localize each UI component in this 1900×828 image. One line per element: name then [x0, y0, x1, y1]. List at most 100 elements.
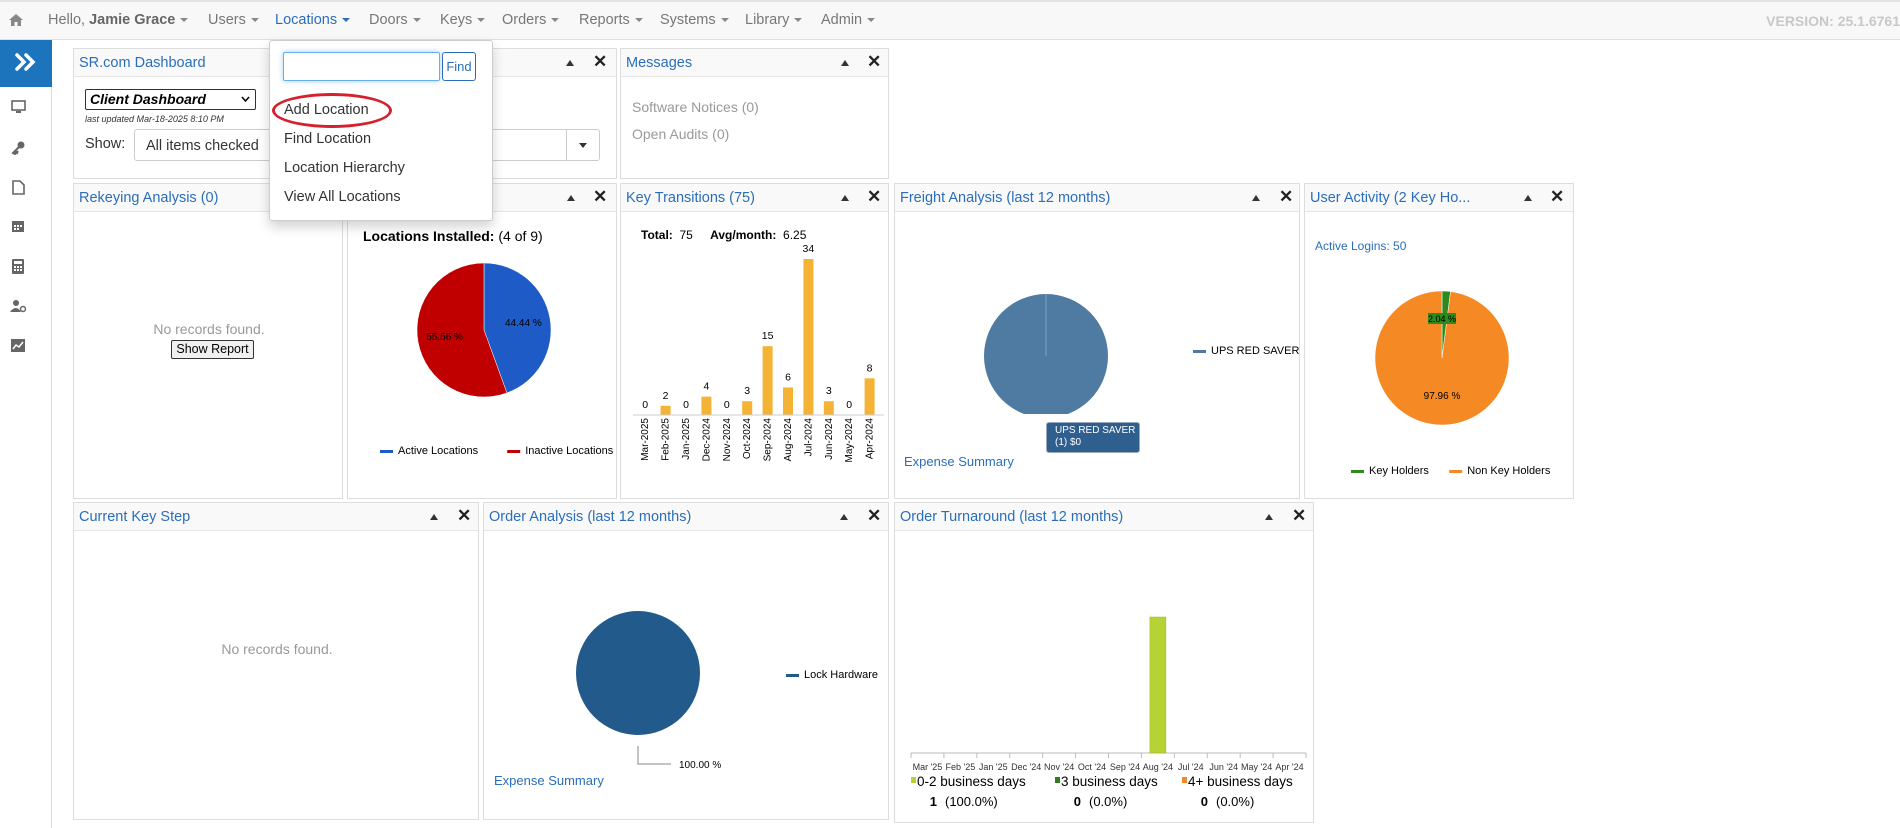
collapse-icon[interactable] — [566, 60, 574, 66]
software-notices-link[interactable]: Software Notices (0) — [632, 99, 759, 115]
x-tick-label: Mar-2025 — [640, 418, 651, 461]
x-tick-label: Feb '25 — [946, 762, 976, 772]
locations-dropdown-menu: Find Add Location Find Location Location… — [269, 40, 493, 221]
location-search-input[interactable] — [283, 52, 440, 81]
bar — [701, 396, 712, 415]
order-analysis-pie-chart: 100.00 % Lock Hardware — [576, 611, 878, 771]
hello-label: Hello, — [48, 12, 86, 28]
key-icon[interactable] — [10, 139, 26, 155]
nav-systems[interactable]: Systems — [660, 12, 729, 28]
bar — [783, 387, 793, 415]
x-tick-label: May '24 — [1241, 762, 1272, 772]
locations-pie-chart: 44.44 % 55.56 % Active Locations Inactive L… — [380, 262, 614, 457]
bar-value-label: 4 — [703, 381, 709, 393]
panel-header: Messages ✕ — [621, 49, 888, 77]
legend-pct: (100.0%) — [945, 794, 998, 809]
x-tick-label: Dec '24 — [1011, 762, 1041, 772]
collapse-icon[interactable] — [567, 195, 575, 201]
collapse-icon[interactable] — [840, 514, 848, 520]
collapse-icon[interactable] — [1524, 195, 1532, 201]
legend-swatch — [786, 674, 799, 677]
active-logins[interactable]: Active Logins: 50 — [1315, 239, 1407, 253]
nav-users[interactable]: Users — [208, 12, 259, 28]
panel-title: Key Transitions (75) — [626, 189, 755, 206]
x-tick-label: Sep '24 — [1110, 762, 1140, 772]
nav-locations[interactable]: Locations — [275, 12, 351, 28]
panel-title: Current Key Step — [79, 508, 191, 525]
document-icon[interactable] — [10, 179, 26, 195]
panel-header: Order Analysis (last 12 months) ✕ — [484, 503, 888, 531]
tooltip-line-1: UPS RED SAVER — [1055, 425, 1136, 436]
nav-doors[interactable]: Doors — [369, 12, 421, 28]
user-activity-pie-chart: 2.04 % 97.96 % Key Holders Non Key Holders — [1351, 290, 1551, 477]
report-chart-icon[interactable] — [10, 337, 26, 353]
nav-keys[interactable]: Keys — [440, 12, 486, 28]
close-icon[interactable]: ✕ — [593, 187, 608, 206]
nav-admin-label: Admin — [821, 12, 863, 28]
collapse-icon[interactable] — [430, 514, 438, 520]
show-report-button[interactable]: Show Report — [171, 340, 254, 359]
nav-admin[interactable]: Admin — [821, 12, 876, 28]
open-audits-link[interactable]: Open Audits (0) — [632, 126, 730, 142]
key-transitions-bar-chart: 0 Mar-2025 2 Feb-2025 0 Jan-2025 4 Dec-2024 0 Nov… — [633, 243, 884, 462]
panel-header: User Activity (2 Key Ho... ✕ — [1305, 184, 1573, 212]
close-icon[interactable]: ✕ — [1292, 506, 1307, 525]
calculator-icon[interactable] — [10, 258, 26, 274]
home-icon[interactable] — [8, 13, 24, 27]
order-turnaround-panel: Order Turnaround (last 12 months) ✕ Mar … — [894, 502, 1314, 823]
panel-header: Key Transitions (75) ✕ — [621, 184, 888, 212]
legend-swatch — [1055, 777, 1060, 783]
dashboard-select[interactable]: Client Dashboard — [85, 89, 256, 110]
user-menu[interactable]: Hello, Jamie Grace — [48, 12, 189, 28]
pie-slice — [576, 611, 700, 735]
legend-count: 0 — [1074, 794, 1081, 809]
collapse-icon[interactable] — [841, 60, 849, 66]
close-icon[interactable]: ✕ — [593, 52, 608, 71]
close-icon[interactable]: ✕ — [1279, 187, 1294, 206]
nav-users-label: Users — [208, 12, 246, 28]
dashboard-select-value: Client Dashboard — [90, 91, 206, 107]
panel-title: Order Turnaround (last 12 months) — [900, 508, 1124, 525]
user-name: Jamie Grace — [89, 12, 176, 28]
bar — [742, 401, 753, 415]
calendar-icon[interactable] — [10, 218, 26, 234]
menu-item-find-location[interactable]: Find Location — [284, 131, 372, 147]
panel-header: Order Turnaround (last 12 months) ✕ — [895, 503, 1313, 531]
x-tick-label: Nov '24 — [1044, 762, 1074, 772]
find-button[interactable]: Find — [442, 52, 476, 81]
sidebar-toggle[interactable] — [0, 40, 52, 87]
collapse-icon[interactable] — [1265, 514, 1273, 520]
tooltip-line-2: (1) $0 — [1055, 437, 1082, 448]
panel-title: User Activity (2 Key Ho... — [1310, 189, 1471, 206]
nav-orders-label: Orders — [502, 12, 547, 28]
empty-message: No records found. — [153, 321, 265, 337]
legend-label: UPS RED SAVER — [1211, 345, 1299, 357]
menu-item-location-hierarchy[interactable]: Location Hierarchy — [284, 160, 405, 176]
close-icon[interactable]: ✕ — [867, 506, 882, 525]
legend-swatch — [1193, 350, 1206, 353]
close-icon[interactable]: ✕ — [457, 506, 472, 525]
nav-reports[interactable]: Reports — [579, 12, 643, 28]
freight-panel: Freight Analysis (last 12 months) ✕ UPS … — [894, 183, 1300, 499]
menu-item-view-all-locations[interactable]: View All Locations — [284, 189, 401, 205]
panel-title: Freight Analysis (last 12 months) — [900, 189, 1111, 206]
collapse-icon[interactable] — [1252, 195, 1260, 201]
slice-label: 100.00 % — [679, 760, 721, 771]
legend-swatch — [380, 450, 393, 453]
monitor-icon[interactable] — [10, 99, 26, 115]
user-settings-icon[interactable] — [10, 298, 26, 314]
close-icon[interactable]: ✕ — [1550, 187, 1565, 206]
avg-value: 6.25 — [783, 228, 807, 242]
expense-summary-link[interactable]: Expense Summary — [494, 773, 604, 788]
bar-value-label: 3 — [826, 385, 832, 397]
nav-orders[interactable]: Orders — [502, 12, 560, 28]
locations-installed-heading: Locations Installed: (4 of 9) — [363, 228, 543, 244]
show-filter-toggle[interactable] — [566, 130, 599, 160]
nav-library[interactable]: Library — [745, 12, 803, 28]
expense-summary-link[interactable]: Expense Summary — [904, 454, 1014, 469]
freight-tooltip: UPS RED SAVER (1) $0 — [1046, 422, 1140, 453]
pie-slice — [483, 262, 552, 394]
collapse-icon[interactable] — [841, 195, 849, 201]
close-icon[interactable]: ✕ — [867, 187, 882, 206]
close-icon[interactable]: ✕ — [867, 52, 882, 71]
